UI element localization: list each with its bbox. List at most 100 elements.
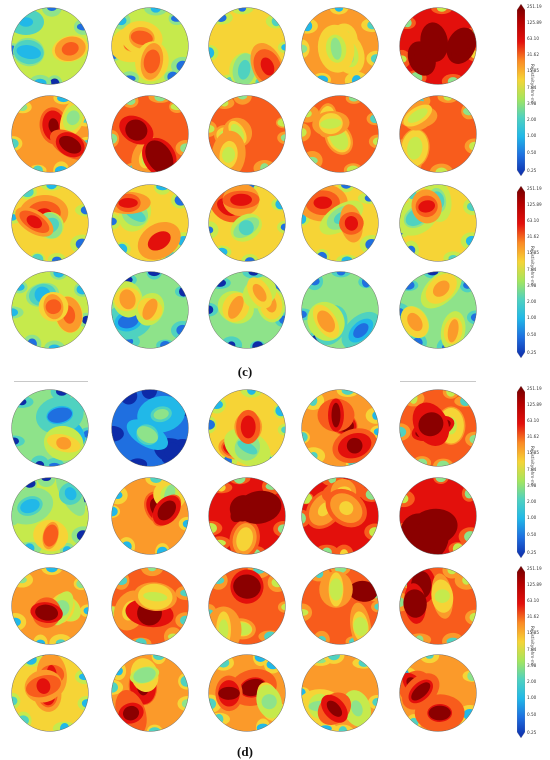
colorbar-unit-label: Resistivity(ohm-m) bbox=[530, 626, 535, 666]
colorbar-tick: 125.89 bbox=[527, 582, 542, 587]
resistivity-map bbox=[110, 270, 190, 350]
colorbar-tick: 7.94 bbox=[527, 85, 537, 90]
colorbar-tick: 1.00 bbox=[527, 133, 537, 138]
resistivity-map bbox=[300, 566, 380, 646]
colorbar-tick: 0.25 bbox=[527, 168, 537, 173]
resistivity-map bbox=[300, 476, 380, 556]
colorbar-tick: 3.98 bbox=[527, 101, 537, 106]
resistivity-map bbox=[110, 566, 190, 646]
panel-c: 251.19 125.89 63.10 31.62 15.85 7.94 3.9… bbox=[10, 3, 550, 379]
colorbar-tick: 0.25 bbox=[527, 550, 537, 555]
colorbar-tick: 7.94 bbox=[527, 647, 537, 652]
colorbar-tick: 15.85 bbox=[527, 630, 539, 635]
colorbar-tick: 125.89 bbox=[527, 20, 542, 25]
colorbar-tick: 251.19 bbox=[527, 4, 542, 9]
resistivity-map bbox=[207, 94, 287, 174]
colorbar-tick: 7.94 bbox=[527, 267, 537, 272]
colorbar-tick: 0.50 bbox=[527, 150, 537, 155]
colorbar-c-bottom: 251.19 125.89 63.10 31.62 15.85 7.94 3.9… bbox=[513, 185, 550, 359]
colorbar-tick: 0.25 bbox=[527, 350, 537, 355]
resistivity-map bbox=[10, 6, 90, 86]
resistivity-map bbox=[300, 270, 380, 350]
resistivity-map bbox=[398, 388, 478, 468]
resistivity-map bbox=[398, 653, 478, 733]
colorbar-gradient bbox=[516, 565, 526, 739]
divider-line bbox=[14, 381, 88, 382]
colorbar-tick: 15.85 bbox=[527, 250, 539, 255]
colorbar-tick: 1.00 bbox=[527, 515, 537, 520]
resistivity-map bbox=[207, 566, 287, 646]
colorbar-tick: 125.89 bbox=[527, 202, 542, 207]
resistivity-map bbox=[398, 183, 478, 263]
resistivity-map bbox=[10, 94, 90, 174]
colorbar-tick: 63.10 bbox=[527, 36, 539, 41]
colorbar-tick: 125.89 bbox=[527, 402, 542, 407]
colorbar-c-top: 251.19 125.89 63.10 31.62 15.85 7.94 3.9… bbox=[513, 3, 550, 177]
resistivity-map bbox=[300, 183, 380, 263]
resistivity-map bbox=[207, 6, 287, 86]
colorbar-tick: 2.00 bbox=[527, 679, 537, 684]
colorbar-tick: 251.19 bbox=[527, 566, 542, 571]
resistivity-map bbox=[110, 653, 190, 733]
resistivity-map bbox=[398, 270, 478, 350]
resistivity-map bbox=[110, 476, 190, 556]
colorbar-d-bottom: 251.19 125.89 63.10 31.62 15.85 7.94 3.9… bbox=[513, 565, 550, 739]
divider-line bbox=[400, 381, 476, 382]
colorbar-tick: 1.00 bbox=[527, 695, 537, 700]
resistivity-map bbox=[300, 653, 380, 733]
colorbar-tick: 31.62 bbox=[527, 614, 539, 619]
resistivity-map bbox=[300, 94, 380, 174]
colorbar-unit-label: Resistivity(ohm-m) bbox=[530, 446, 535, 486]
panel-label-d: (d) bbox=[237, 744, 253, 759]
colorbar-tick: 63.10 bbox=[527, 218, 539, 223]
resistivity-map bbox=[110, 388, 190, 468]
colorbar-tick: 7.94 bbox=[527, 467, 537, 472]
colorbar-gradient bbox=[516, 3, 526, 177]
colorbar-gradient bbox=[516, 385, 526, 559]
colorbar-tick: 63.10 bbox=[527, 418, 539, 423]
resistivity-map bbox=[398, 566, 478, 646]
colorbar-tick: 63.10 bbox=[527, 598, 539, 603]
colorbar-tick: 2.00 bbox=[527, 299, 537, 304]
colorbar-tick: 31.62 bbox=[527, 234, 539, 239]
resistivity-map bbox=[398, 6, 478, 86]
resistivity-map bbox=[207, 183, 287, 263]
resistivity-map bbox=[110, 183, 190, 263]
colorbar-tick: 0.50 bbox=[527, 532, 537, 537]
resistivity-map bbox=[207, 653, 287, 733]
resistivity-map bbox=[10, 183, 90, 263]
colorbar-tick: 2.00 bbox=[527, 499, 537, 504]
resistivity-map bbox=[300, 6, 380, 86]
colorbar-tick: 15.85 bbox=[527, 68, 539, 73]
colorbar-tick: 0.50 bbox=[527, 332, 537, 337]
resistivity-map bbox=[10, 388, 90, 468]
resistivity-map bbox=[207, 388, 287, 468]
resistivity-map bbox=[300, 388, 380, 468]
colorbar-tick: 251.19 bbox=[527, 186, 542, 191]
colorbar-unit-label: Resistivity(ohm-m) bbox=[530, 64, 535, 104]
resistivity-map bbox=[110, 94, 190, 174]
resistivity-map bbox=[398, 94, 478, 174]
colorbar-tick: 3.98 bbox=[527, 483, 537, 488]
colorbar-tick: 251.19 bbox=[527, 386, 542, 391]
resistivity-map bbox=[10, 566, 90, 646]
colorbar-unit-label: Resistivity(ohm-m) bbox=[530, 246, 535, 286]
colorbar-tick: 3.98 bbox=[527, 283, 537, 288]
colorbar-tick: 1.00 bbox=[527, 315, 537, 320]
colorbar-tick: 2.00 bbox=[527, 117, 537, 122]
panel-label-c: (c) bbox=[237, 364, 253, 379]
colorbar-tick: 31.62 bbox=[527, 434, 539, 439]
colorbar-tick: 31.62 bbox=[527, 52, 539, 57]
resistivity-map bbox=[10, 270, 90, 350]
resistivity-map bbox=[10, 653, 90, 733]
resistivity-map bbox=[398, 476, 478, 556]
colorbar-tick: 3.98 bbox=[527, 663, 537, 668]
colorbar-tick: 0.25 bbox=[527, 730, 537, 735]
colorbar-d-top: 251.19 125.89 63.10 31.62 15.85 7.94 3.9… bbox=[513, 385, 550, 559]
panel-d: 251.19 125.89 63.10 31.62 15.85 7.94 3.9… bbox=[0, 380, 550, 759]
resistivity-map bbox=[10, 476, 90, 556]
resistivity-map bbox=[207, 270, 287, 350]
colorbar-tick: 0.50 bbox=[527, 712, 537, 717]
colorbar-gradient bbox=[516, 185, 526, 359]
colorbar-tick: 15.85 bbox=[527, 450, 539, 455]
